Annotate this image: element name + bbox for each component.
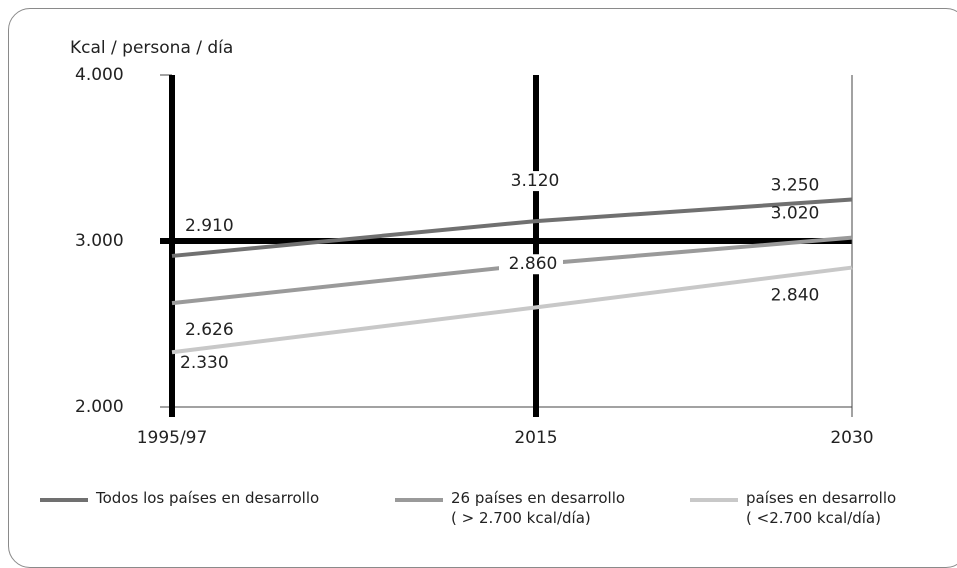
data-label: 2.840 (771, 286, 820, 306)
legend-label: Todos los países en desarrollo (96, 489, 320, 507)
series-line (171, 197, 853, 258)
data-label: 2.330 (180, 353, 229, 373)
y-tick-label: 4.000 (75, 65, 124, 85)
legend-swatch (40, 498, 88, 502)
legend-swatch (690, 498, 738, 502)
data-label: 2.910 (185, 216, 234, 236)
series-line (171, 265, 853, 355)
page: {"chart_data": {"type": "line", "ylabel"… (8, 8, 957, 568)
data-label: 2.860 (509, 254, 558, 274)
x-tick-label: 1995/97 (137, 428, 208, 448)
label-bg (501, 171, 565, 192)
data-label: 3.020 (771, 204, 820, 224)
y-axis-label: Kcal / persona / día (70, 38, 233, 58)
data-label: 3.250 (771, 176, 820, 196)
label-bg (499, 254, 563, 275)
legend-label: países en desarrollo ( <2.700 kcal/día) (746, 489, 897, 527)
data-label: 3.120 (511, 171, 560, 191)
y-tick-label: 2.000 (75, 397, 124, 417)
legend-item: 26 países en desarrollo ( > 2.700 kcal/d… (395, 488, 625, 528)
chart: Kcal / persona / día 2.000 3.000 4.000 1995… (70, 38, 874, 448)
x-tick-label: 2015 (514, 428, 557, 448)
legend: Todos los países en desarrollo 26 países … (40, 488, 950, 538)
legend-label: 26 países en desarrollo ( > 2.700 kcal/d… (451, 489, 626, 527)
data-label: 2.626 (185, 320, 234, 340)
y-tick-label: 3.000 (75, 231, 124, 251)
legend-item: Todos los países en desarrollo (40, 488, 319, 508)
legend-swatch (395, 498, 443, 502)
x-tick-label: 2030 (830, 428, 873, 448)
legend-item: países en desarrollo ( <2.700 kcal/día) (690, 488, 896, 528)
